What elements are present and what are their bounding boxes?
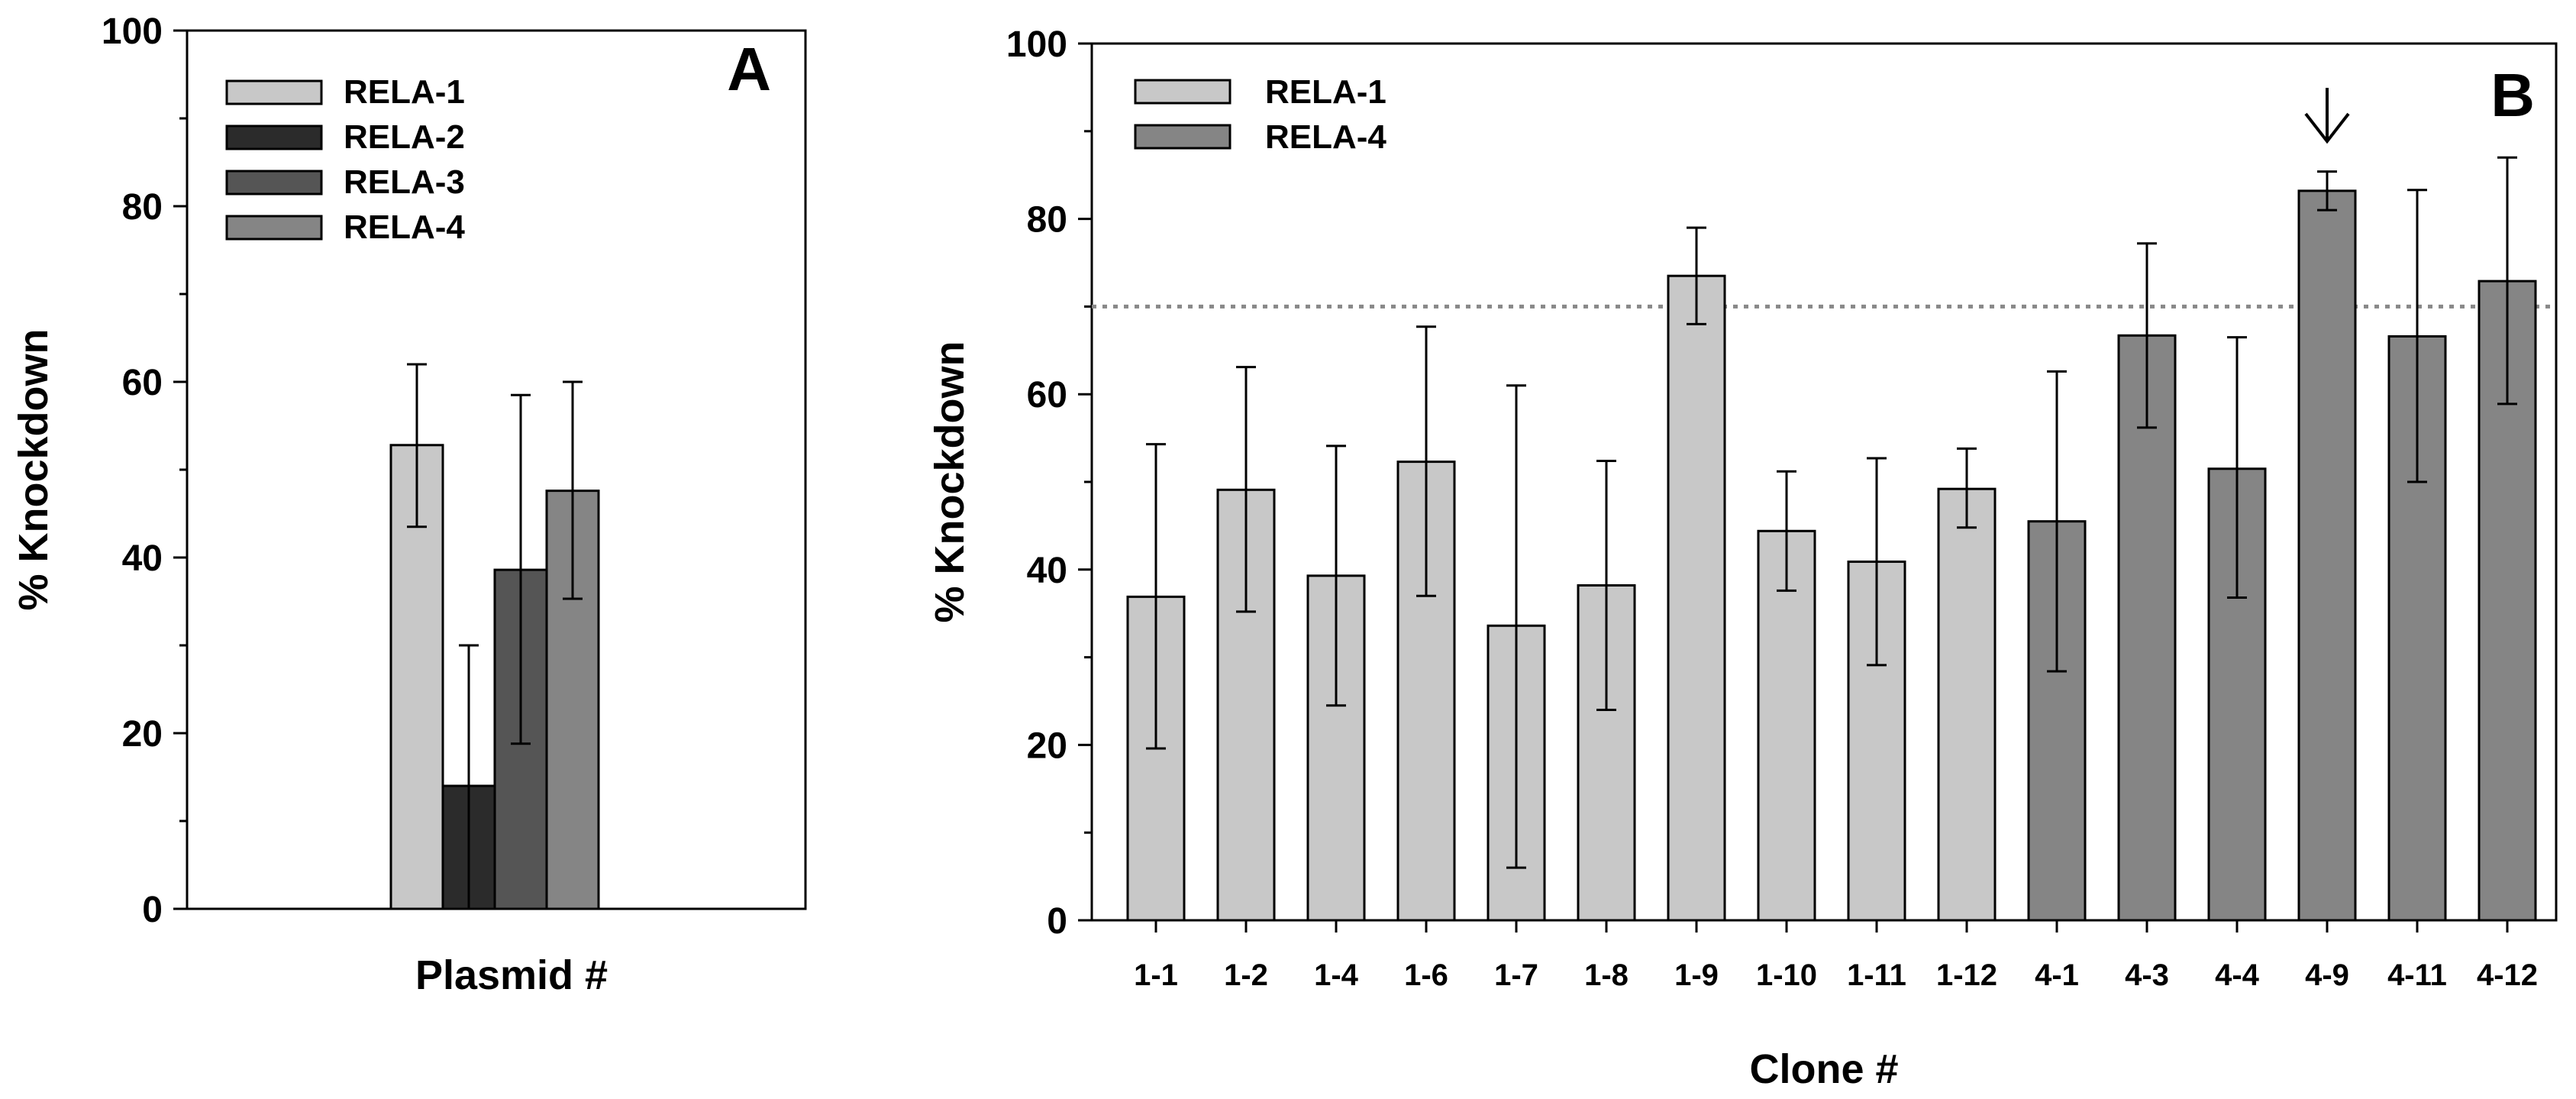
- panel-a-y-tick-label: 60: [122, 363, 163, 403]
- panel-b-error-bar-1-6: [1416, 325, 1436, 597]
- panel-b-x-tick-label: 1-7: [1494, 958, 1538, 992]
- panel-b-x-tick-label: 1-11: [1847, 958, 1906, 992]
- panel-b-error-bar-1-8: [1596, 459, 1616, 711]
- panel-b-x-axis-title: Clone #: [1749, 1046, 1898, 1092]
- panel-b-x-tick-label: 1-8: [1584, 958, 1629, 992]
- panel-b-y-tick-label: 60: [1027, 375, 1067, 415]
- panel-a-error-bar-rela-1: [407, 363, 427, 528]
- panel-a-x-axis-title: Plasmid #: [415, 952, 608, 998]
- panel-b-error-bar-1-4: [1326, 444, 1346, 707]
- panel-b-error-bar-4-12: [2497, 156, 2517, 406]
- panel-a-legend-swatch-rela-3: [225, 170, 323, 196]
- panel-b-error-bar-1-1: [1146, 443, 1166, 750]
- panel-b-legend: RELA-1 RELA-4: [1134, 73, 1386, 156]
- panel-b-error-bar-4-3: [2137, 242, 2157, 429]
- panel-b-y-tick-label: 0: [1047, 901, 1067, 942]
- panel-b-error-bar-1-2: [1236, 366, 1256, 613]
- panel-a-legend-label: RELA-1: [344, 73, 465, 111]
- panel-b-error-bar-4-1: [2047, 370, 2067, 673]
- panel-a-legend-label: RELA-3: [344, 163, 465, 201]
- panel-b-y-axis-title: % Knockdown: [927, 341, 973, 622]
- panel-a-y-tick-label: 80: [122, 187, 163, 228]
- panel-b-x-tick-label: 4-11: [2387, 958, 2447, 992]
- panel-a-error-bar-rela-4: [563, 380, 583, 600]
- panel-b-y-tick-label: 80: [1027, 200, 1067, 241]
- panel-b-x-tick-label: 1-9: [1674, 958, 1719, 992]
- panel-b-arrow-marker: [2304, 88, 2350, 144]
- panel-b-bar-1-10: [1757, 529, 1816, 922]
- panel-b-error-bar-4-11: [2407, 189, 2427, 483]
- panel-b-y-tick-label: 100: [1006, 24, 1067, 65]
- panel-b-x-tick-label: 4-9: [2305, 958, 2349, 992]
- panel-a-legend-swatch-rela-1: [225, 79, 323, 105]
- panel-a-y-axis-title: % Knockdown: [11, 328, 56, 610]
- panel-a-error-bar-rela-3: [511, 393, 531, 745]
- panel-b-x-tick-label: 1-2: [1224, 958, 1268, 992]
- panel-b-bars: [1126, 156, 2537, 922]
- panel-b-bar-1-12: [1937, 487, 1997, 922]
- panel-b-x-tick-label: 1-1: [1134, 958, 1178, 992]
- panel-b-x-axis-ticks: 1-1 1-2 1-4 1-6 1-7 1-8 1-9 1-10 1-11 1-12 4-1 4-3 4…: [1134, 920, 2538, 992]
- panel-b-x-tick-label: 4-4: [2215, 958, 2260, 992]
- panel-b-bar-4-3: [2117, 334, 2177, 922]
- panel-b-legend-swatch-rela-1: [1134, 79, 1232, 105]
- panel-b-error-bar-4-4: [2227, 336, 2247, 600]
- panel-b-y-axis: 0 20 40 60 80 100: [1006, 24, 1092, 942]
- panel-a-legend-label: RELA-2: [344, 118, 465, 156]
- panel-a-y-tick-label: 20: [122, 714, 163, 755]
- panel-a-y-tick-label: 0: [142, 890, 163, 930]
- panel-b-bar-4-9: [2297, 189, 2357, 922]
- panel-a-error-bar-rela-2: [459, 644, 479, 910]
- panel-a-legend: RELA-1 RELA-2 RELA-3 RELA-4: [225, 73, 465, 246]
- panel-b-error-bar-1-10: [1777, 470, 1796, 592]
- panel-b-x-tick-label: 1-4: [1314, 958, 1359, 992]
- panel-b-error-bar-1-11: [1867, 457, 1887, 667]
- panel-b-error-bar-1-9: [1687, 226, 1706, 325]
- panel-b-legend-label: RELA-4: [1265, 118, 1386, 156]
- panel-a-legend-label: RELA-4: [344, 208, 465, 246]
- panel-a-letter: A: [727, 35, 771, 103]
- panel-b-legend-swatch-rela-4: [1134, 124, 1232, 150]
- panel-b-error-bar-1-12: [1957, 447, 1977, 529]
- panel-a-bars: [389, 363, 600, 910]
- panel-b-legend-label: RELA-1: [1265, 73, 1386, 111]
- panel-a-y-tick-label: 40: [122, 538, 163, 579]
- panel-b-x-tick-label: 4-1: [2035, 958, 2079, 992]
- panel-b-x-tick-label: 1-6: [1404, 958, 1448, 992]
- panel-a-legend-swatch-rela-4: [225, 215, 323, 241]
- panel-b-x-tick-label: 4-3: [2125, 958, 2169, 992]
- panel-b-error-bar-1-7: [1506, 384, 1526, 869]
- panel-b-x-tick-label: 1-12: [1936, 958, 1997, 992]
- panel-b-letter: B: [2490, 61, 2535, 129]
- panel-a-legend-swatch-rela-2: [225, 124, 323, 150]
- panel-b-x-tick-label: 4-12: [2477, 958, 2538, 992]
- panel-a-y-axis: 0 20 40 60 80 100: [102, 11, 187, 930]
- panel-a-y-tick-label: 100: [102, 11, 163, 52]
- panel-b-x-tick-label: 1-10: [1756, 958, 1817, 992]
- panel-b-error-bar-4-9: [2317, 170, 2337, 212]
- panel-b-bar-1-9: [1667, 274, 1726, 922]
- panel-b-y-tick-label: 20: [1027, 726, 1067, 766]
- panel-b-y-tick-label: 40: [1027, 551, 1067, 591]
